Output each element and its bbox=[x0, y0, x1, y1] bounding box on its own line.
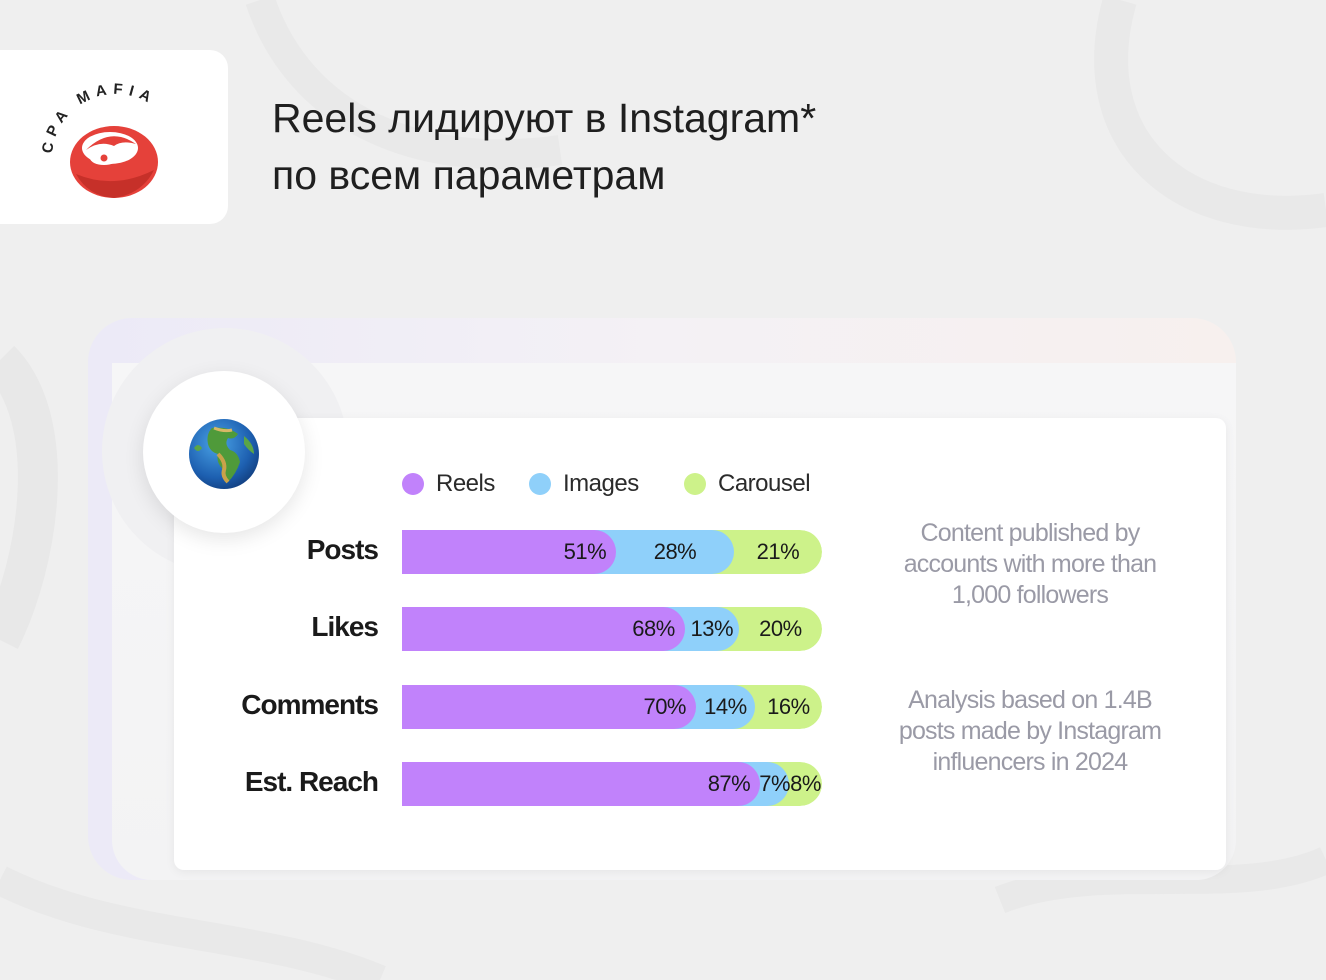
row-label-comments: Comments bbox=[241, 689, 379, 720]
row-label-est-reach: Est. Reach bbox=[244, 766, 379, 797]
data-label-carousel-comments: 16% bbox=[767, 694, 810, 719]
bar-segment-reels-likes: 68% bbox=[402, 607, 685, 651]
bar-segment-reels-posts: 51% bbox=[402, 530, 617, 574]
data-label-reels-likes: 68% bbox=[632, 616, 675, 641]
data-label-carousel-est-reach: 8% bbox=[790, 771, 821, 796]
bar-posts: 51% 28% 21% bbox=[402, 530, 822, 574]
legend-dot-reels bbox=[402, 473, 424, 495]
row-label-likes: Likes bbox=[311, 611, 379, 642]
note-followers: Content published by accounts with more … bbox=[903, 519, 1157, 609]
bar-segment-reels-est-reach: 87% bbox=[402, 762, 761, 806]
cpa-mafia-logo: CPA MAFIA bbox=[39, 81, 158, 198]
title-line-2: по всем параметрам bbox=[272, 152, 666, 198]
legend-dot-images bbox=[529, 473, 551, 495]
note-analysis: Analysis based on 1.4B posts made by Ins… bbox=[898, 686, 1162, 776]
bar-likes: 68% 13% 20% bbox=[402, 607, 822, 651]
data-label-images-est-reach: 7% bbox=[759, 771, 791, 796]
legend-label-carousel: Carousel bbox=[718, 470, 811, 497]
data-label-reels-comments: 70% bbox=[643, 694, 686, 719]
data-label-reels-est-reach: 87% bbox=[707, 771, 751, 796]
legend-item-carousel: Carousel bbox=[684, 470, 811, 498]
row-label-posts: Posts bbox=[306, 534, 379, 565]
legend-item-reels: Reels bbox=[402, 470, 495, 498]
data-label-carousel-posts: 21% bbox=[756, 539, 800, 564]
bar-est-reach: 87% 7% 8% bbox=[402, 762, 822, 806]
page-title: Reels лидируют в Instagram* по всем пара… bbox=[272, 90, 816, 204]
globe-icon bbox=[189, 419, 259, 489]
bar-segment-carousel-likes: 20% bbox=[716, 607, 822, 651]
legend-label-images: Images bbox=[563, 470, 639, 497]
bar-comments: 70% 14% 16% bbox=[402, 685, 822, 729]
title-line-1: Reels лидируют в Instagram* bbox=[272, 95, 817, 141]
legend-dot-carousel bbox=[684, 473, 706, 495]
bar-segment-images-posts: 28% bbox=[594, 530, 734, 574]
bar-segment-reels-comments: 70% bbox=[402, 685, 696, 729]
logo-card: CPA MAFIA bbox=[0, 50, 228, 224]
data-label-images-comments: 14% bbox=[704, 694, 747, 719]
mafia-hat-icon bbox=[70, 126, 158, 198]
legend-label-reels: Reels bbox=[436, 470, 495, 497]
data-label-reels-posts: 51% bbox=[563, 539, 607, 564]
data-label-images-posts: 28% bbox=[653, 539, 697, 564]
legend-item-images: Images bbox=[529, 470, 639, 498]
data-label-carousel-likes: 20% bbox=[759, 616, 802, 641]
data-label-images-likes: 13% bbox=[690, 616, 734, 641]
